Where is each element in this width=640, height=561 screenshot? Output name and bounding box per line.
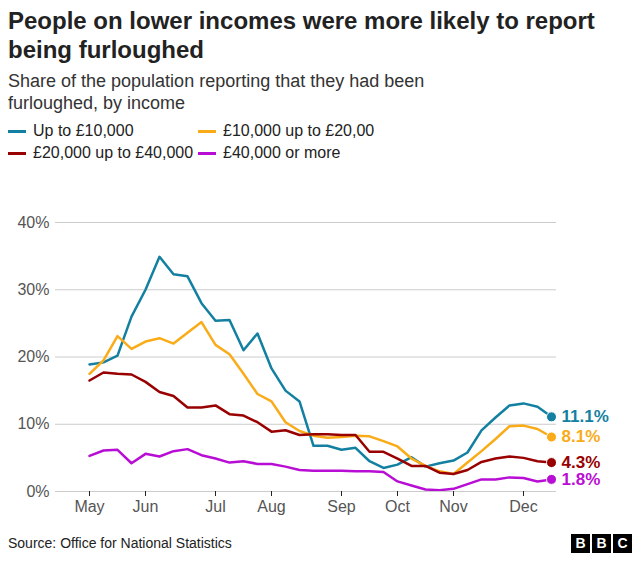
svg-text:Dec: Dec bbox=[509, 498, 537, 515]
svg-text:Aug: Aug bbox=[257, 498, 285, 515]
svg-text:8.1%: 8.1% bbox=[562, 427, 601, 446]
html-text:£20,000 up to £40,000: £20,000 up to £40,000 bbox=[33, 144, 194, 161]
svg-text:Jun: Jun bbox=[133, 498, 159, 515]
html-text:Up to £10,000: Up to £10,000 bbox=[33, 122, 134, 139]
svg-text:1.8%: 1.8% bbox=[562, 470, 601, 489]
svg-text:20%: 20% bbox=[17, 348, 49, 365]
svg-text:11.1%: 11.1% bbox=[562, 407, 609, 426]
html-text:£40,000 or more: £40,000 or more bbox=[223, 144, 341, 161]
html-text:Share of the population report: Share of the population reporting that t… bbox=[8, 71, 425, 113]
html-text:C: C bbox=[617, 535, 628, 551]
svg-text:Sep: Sep bbox=[327, 498, 356, 515]
svg-text:0%: 0% bbox=[26, 483, 49, 500]
svg-text:4.3%: 4.3% bbox=[561, 453, 601, 472]
svg-text:30%: 30% bbox=[17, 281, 49, 298]
svg-text:May: May bbox=[74, 498, 104, 515]
svg-text:10%: 10% bbox=[17, 415, 49, 432]
html-text:People on lower incomes were m: People on lower incomes were more likely… bbox=[8, 7, 595, 63]
svg-text:Jul: Jul bbox=[205, 498, 225, 515]
html-text:Source: Office for National St: Source: Office for National Statistics bbox=[8, 535, 232, 551]
html-text:B: B bbox=[575, 535, 586, 551]
svg-text:40%: 40% bbox=[17, 214, 49, 231]
svg-text:Nov: Nov bbox=[439, 498, 467, 515]
html-text:B: B bbox=[596, 535, 607, 551]
html-text:£10,000 up to £20,00: £10,000 up to £20,00 bbox=[223, 122, 375, 139]
svg-text:Oct: Oct bbox=[385, 498, 410, 515]
